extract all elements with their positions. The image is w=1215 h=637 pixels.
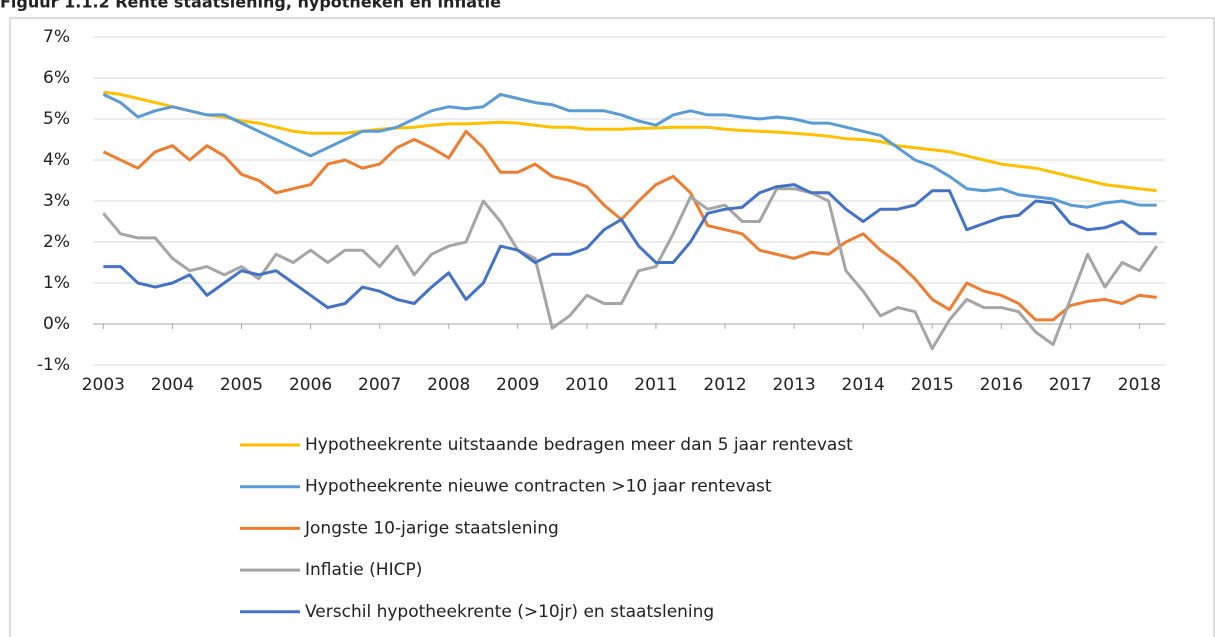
y-tick-label: 6% xyxy=(43,68,70,88)
x-tick-label: 2008 xyxy=(427,375,470,395)
series-line xyxy=(102,187,1158,351)
series-line xyxy=(103,90,1157,193)
x-tick-label: 2013 xyxy=(772,375,815,395)
x-tick-label: 2003 xyxy=(82,375,125,395)
x-tick-label: 2010 xyxy=(565,375,608,395)
y-tick-label: 2% xyxy=(43,232,70,252)
y-tick-label: 7% xyxy=(43,27,70,47)
x-tick-label: 2011 xyxy=(634,375,677,395)
x-tick-label: 2015 xyxy=(911,375,954,395)
chart-title: Figuur 1.1.2 Rente staatslening, hypothe… xyxy=(0,0,501,12)
y-tick-label: 5% xyxy=(43,109,70,129)
legend-label: Verschil hypotheekrente (>10jr) en staat… xyxy=(305,602,714,622)
series-line xyxy=(102,129,1157,322)
x-tick-label: 2009 xyxy=(496,375,539,395)
legend-label: Inflatie (HICP) xyxy=(305,560,422,580)
legend-label: Hypotheekrente nieuwe contracten >10 jaa… xyxy=(305,477,772,497)
y-tick-label: 0% xyxy=(43,314,70,334)
series-line xyxy=(102,92,1157,209)
x-tick-label: 2017 xyxy=(1049,375,1092,395)
x-tick-label: 2014 xyxy=(842,375,885,395)
legend-label: Hypotheekrente uitstaande bedragen meer … xyxy=(305,435,853,455)
x-tick-label: 2012 xyxy=(703,375,746,395)
x-tick-label: 2006 xyxy=(289,375,332,395)
y-tick-label: 3% xyxy=(43,191,70,211)
x-tick-label: 2007 xyxy=(358,375,401,395)
y-tick-label: 1% xyxy=(43,273,70,293)
y-tick-label: -1% xyxy=(37,355,70,375)
series-line xyxy=(103,183,1157,310)
legend-label: Jongste 10-jarige staatslening xyxy=(304,518,559,538)
chart-frame xyxy=(9,17,1215,637)
x-tick-label: 2004 xyxy=(151,375,194,395)
x-tick-label: 2018 xyxy=(1118,375,1161,395)
x-tick-label: 2016 xyxy=(980,375,1023,395)
y-tick-label: 4% xyxy=(43,150,70,170)
x-tick-label: 2005 xyxy=(220,375,263,395)
